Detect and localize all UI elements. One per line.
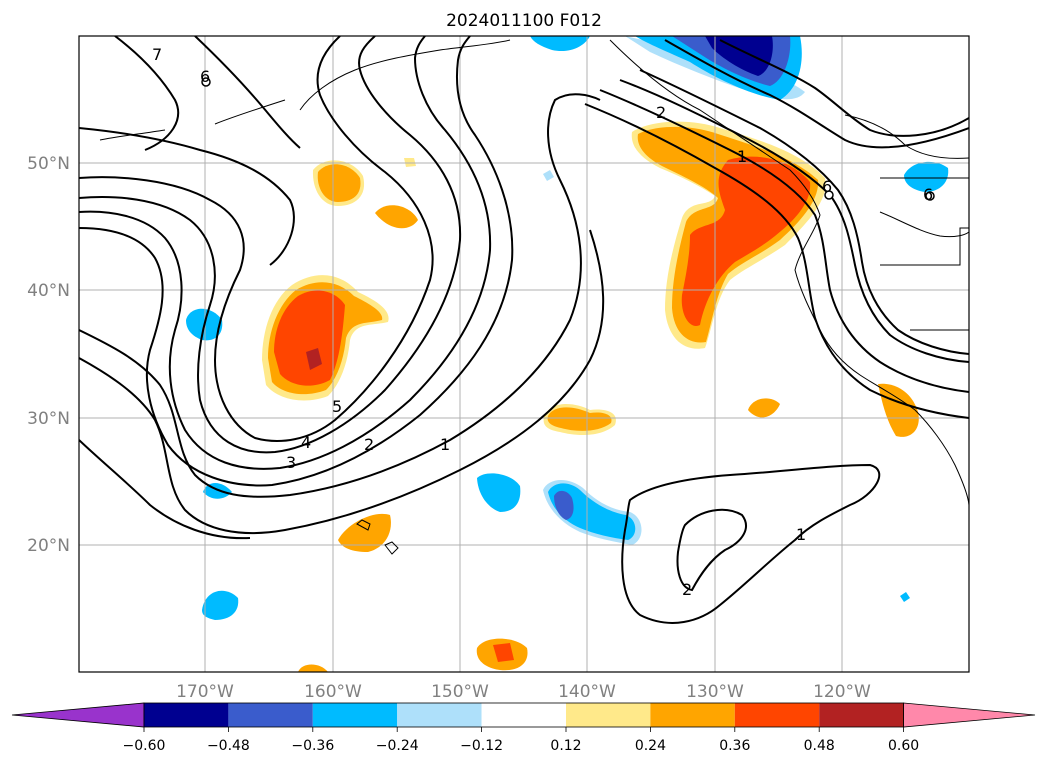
contour-line bbox=[639, 69, 969, 355]
contour-line bbox=[79, 439, 251, 540]
contour-line bbox=[114, 36, 180, 151]
colorbar-tick-label: −0.36 bbox=[291, 738, 334, 754]
anomaly-blue-6 bbox=[904, 161, 949, 192]
anomaly-blue-7 bbox=[543, 170, 554, 181]
contour-labels: 7 6 5 4 3 2 1 2 1 2 1 6 6 bbox=[152, 45, 933, 599]
contour-label: 2 bbox=[364, 435, 374, 454]
anomaly-blue-2 bbox=[477, 473, 521, 512]
colorbar-bin bbox=[144, 703, 229, 727]
anomaly-darkred-central bbox=[306, 348, 322, 370]
colorbar-tick-label: 0.12 bbox=[550, 738, 581, 754]
longitude-labels: 170°W 160°W 150°W 140°W 130°W 120°W bbox=[176, 682, 871, 702]
lon-label: 140°W bbox=[558, 682, 616, 702]
contour-label: 2 bbox=[656, 103, 666, 122]
contour-label: 7 bbox=[152, 45, 162, 64]
colorbar-tick-label: −0.60 bbox=[123, 738, 166, 754]
lat-label: 40°N bbox=[27, 281, 70, 301]
anomaly-small-7-core bbox=[493, 643, 514, 662]
colorbar-bin bbox=[312, 703, 398, 727]
contour-label: 5 bbox=[332, 397, 342, 416]
lat-label: 30°N bbox=[27, 409, 70, 429]
colorbar-under-arrow bbox=[11, 702, 145, 728]
map-frame bbox=[78, 35, 970, 673]
contour-marker bbox=[824, 190, 834, 200]
lon-label: 150°W bbox=[431, 682, 489, 702]
colorbar-bin bbox=[734, 703, 820, 727]
lon-label: 170°W bbox=[176, 682, 234, 702]
anomaly-blue-8 bbox=[900, 592, 910, 602]
contour-marker bbox=[201, 77, 211, 87]
contour-label: 1 bbox=[737, 147, 747, 166]
contour-line bbox=[621, 463, 881, 624]
colorbar-bin bbox=[228, 703, 313, 727]
colorbar-tick-label: −0.24 bbox=[376, 738, 419, 754]
contour-label: 1 bbox=[440, 435, 450, 454]
lat-label: 50°N bbox=[27, 154, 70, 174]
map-title: 2024011100 F012 bbox=[446, 11, 602, 31]
anomaly-small-8 bbox=[298, 664, 328, 672]
contour-marker bbox=[925, 191, 935, 201]
colorbar-ticks bbox=[143, 727, 904, 732]
anomaly-blue-4 bbox=[202, 590, 239, 620]
colorbar-bin bbox=[566, 703, 651, 727]
latitude-labels: 50°N 40°N 30°N 20°N bbox=[27, 154, 70, 556]
colorbar-over-arrow bbox=[903, 702, 1036, 728]
contour-line bbox=[719, 39, 969, 137]
colorbar-bin bbox=[397, 703, 482, 727]
contour-line bbox=[79, 36, 492, 470]
coastlines bbox=[99, 39, 969, 555]
colorbar-tick-label: 0.36 bbox=[719, 738, 750, 754]
contour-line bbox=[664, 39, 969, 149]
anomaly-small-2 bbox=[375, 205, 418, 229]
contour-line bbox=[79, 36, 462, 454]
contour-label: 6 bbox=[822, 177, 832, 196]
anomaly-small-1 bbox=[317, 164, 361, 202]
coast-north-america bbox=[609, 39, 969, 506]
map-background bbox=[79, 36, 969, 672]
contour-line bbox=[79, 229, 605, 535]
anomaly-small-6 bbox=[338, 513, 391, 552]
contour-line bbox=[676, 508, 747, 592]
colorbar-bin bbox=[819, 703, 904, 727]
contour-line bbox=[619, 79, 969, 363]
map-panel: 7 6 5 4 3 2 1 2 1 2 1 6 6 bbox=[78, 35, 970, 673]
contour-line bbox=[584, 103, 969, 419]
colorbar-tick-label: 0.60 bbox=[888, 738, 919, 754]
contour-line bbox=[599, 89, 969, 393]
lon-label: 130°W bbox=[686, 682, 744, 702]
colorbar-tick-label: 0.24 bbox=[635, 738, 666, 754]
anomaly-red-coast bbox=[681, 156, 811, 326]
colorbar-bin bbox=[481, 703, 566, 727]
anomaly-blue-top bbox=[530, 36, 590, 52]
contour-line bbox=[79, 36, 434, 442]
contour-label: 3 bbox=[286, 453, 296, 472]
anomaly-small-3 bbox=[547, 407, 612, 431]
contours bbox=[79, 36, 969, 624]
lon-label: 120°W bbox=[813, 682, 871, 702]
contour-label: 4 bbox=[301, 433, 311, 452]
lat-label: 20°N bbox=[27, 536, 70, 556]
anomaly-small-4 bbox=[748, 398, 780, 418]
anomaly-blue-central-core bbox=[554, 490, 574, 520]
contour-line bbox=[79, 36, 514, 487]
colorbar-bin bbox=[650, 703, 735, 727]
contour-label: 1 bbox=[796, 525, 806, 544]
anomaly-blue-ne-core bbox=[705, 36, 773, 76]
lon-label: 160°W bbox=[304, 682, 362, 702]
anomaly-small-5 bbox=[878, 383, 919, 437]
colorbar: −0.60 −0.48 −0.36 −0.24 −0.12 0.12 0.24 … bbox=[11, 702, 1036, 754]
contour-label: 6 bbox=[200, 67, 210, 86]
contour-label: 2 bbox=[682, 580, 692, 599]
contour-label: 6 bbox=[923, 185, 933, 204]
contour-line bbox=[79, 93, 601, 498]
colorbar-tick-label: −0.48 bbox=[207, 738, 250, 754]
anomaly-red-central bbox=[274, 290, 345, 386]
contour-line bbox=[194, 36, 301, 149]
contour-line bbox=[79, 127, 295, 266]
colorbar-tick-label: 0.48 bbox=[804, 738, 835, 754]
colorbar-frame bbox=[143, 702, 904, 728]
colorbar-tick-label: −0.12 bbox=[460, 738, 503, 754]
